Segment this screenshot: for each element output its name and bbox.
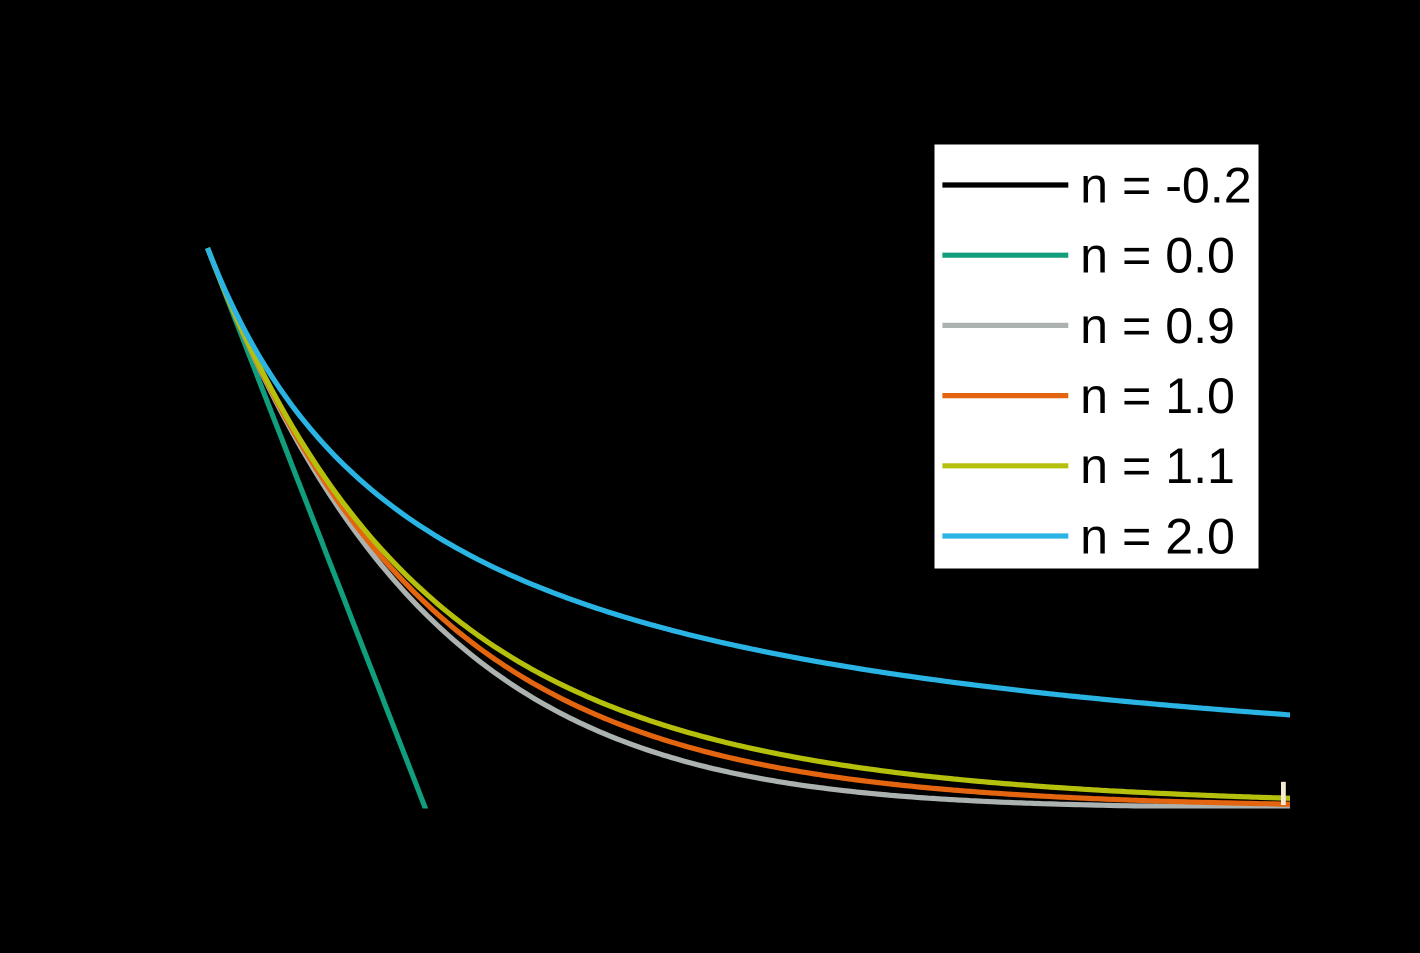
svg-text:n = -0.2: n = -0.2	[1080, 157, 1252, 213]
svg-text:n = 1.0: n = 1.0	[1080, 368, 1235, 424]
svg-text:n = 0.0: n = 0.0	[1080, 228, 1235, 284]
svg-text:n = 2.0: n = 2.0	[1080, 508, 1235, 564]
svg-text:n = 1.1: n = 1.1	[1080, 438, 1235, 494]
svg-text:n = 0.9: n = 0.9	[1080, 298, 1235, 354]
